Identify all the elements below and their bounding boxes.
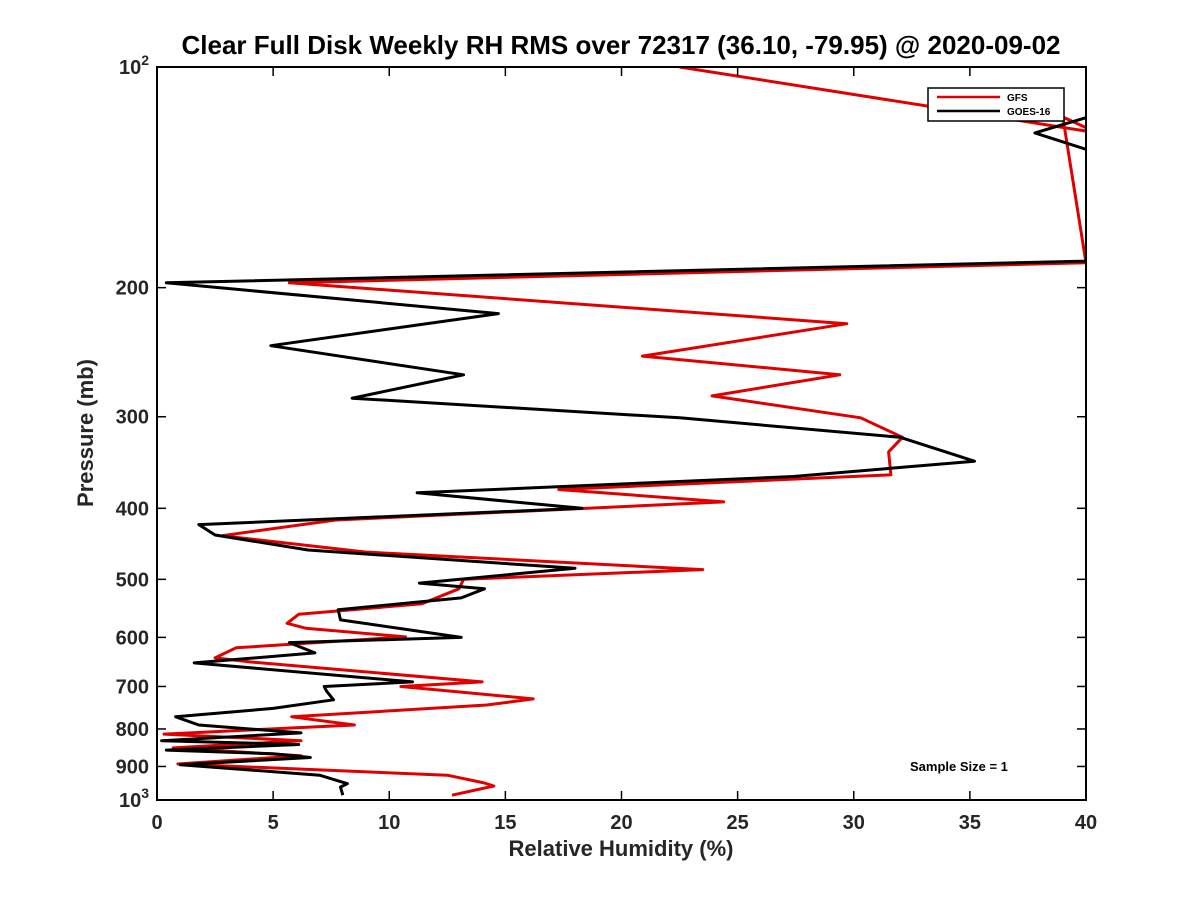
y-tick-label: 300 (116, 407, 149, 429)
y-tick-label: 800 (116, 719, 149, 741)
series-line-goes16 (160, 116, 1086, 796)
x-tick-label: 10 (378, 812, 400, 834)
plot-frame (156, 66, 1087, 801)
x-tick-label: 15 (494, 812, 516, 834)
x-axis-label: Relative Humidity (%) (509, 836, 734, 861)
x-tick-label: 35 (959, 812, 981, 834)
legend-box (927, 87, 1065, 122)
y-tick-label: 103 (119, 785, 149, 812)
y-tick-label: 900 (116, 756, 149, 778)
y-tick-label: 700 (116, 676, 149, 698)
y-tick-label: 200 (116, 278, 149, 300)
series-layer (160, 67, 1086, 797)
legend-label-gfs: GFS (1007, 93, 1028, 104)
x-tick-label: 20 (610, 812, 632, 834)
legend: GFS GOES-16 (927, 87, 1065, 122)
x-tick-label: 30 (843, 812, 865, 834)
y-tick-label: 102 (119, 52, 149, 79)
x-tick-label: 25 (727, 812, 749, 834)
y-axis-label: Pressure (mb) (73, 359, 98, 507)
y-tick-label: 600 (116, 627, 149, 649)
y-tick-label: 500 (116, 569, 149, 591)
x-axis: 0 5 10 15 20 25 30 35 40 (151, 67, 1097, 834)
legend-label-goes16: GOES-16 (1007, 107, 1051, 118)
x-tick-label: 0 (151, 812, 162, 834)
series-line-gfs (162, 67, 1086, 797)
chart-title: Clear Full Disk Weekly RH RMS over 72317… (182, 30, 1061, 60)
y-axis: 102 200 300 400 500 600 700 800 900 103 (116, 52, 1086, 812)
x-tick-label: 40 (1075, 812, 1097, 834)
x-tick-label: 5 (268, 812, 279, 834)
y-tick-label: 400 (116, 498, 149, 520)
sample-size-annotation: Sample Size = 1 (910, 759, 1008, 774)
